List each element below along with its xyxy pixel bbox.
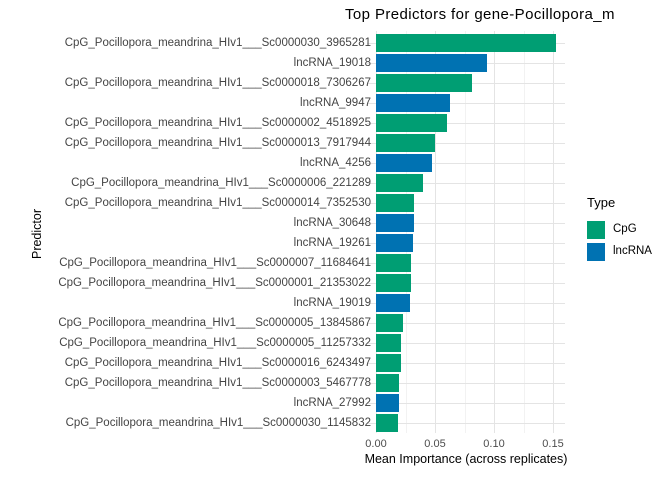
x-tick-label: 0.05 — [424, 438, 446, 450]
y-tick-label: CpG_Pocillopora_meandrina_HIv1___Sc00000… — [58, 277, 371, 290]
bar-lncRNA — [376, 294, 410, 313]
y-tick-label: lncRNA_19019 — [293, 297, 371, 310]
gridline-row — [367, 383, 565, 385]
gridline-row — [367, 423, 565, 425]
legend-title: Type — [587, 195, 616, 210]
x-tick-label: 0.15 — [542, 438, 564, 450]
legend-entry: lncRNA — [587, 242, 652, 264]
gridline-row — [367, 222, 565, 224]
gridline-row — [367, 403, 565, 405]
bar-CpG — [376, 254, 412, 273]
gridline-row — [367, 283, 565, 285]
gridline-row — [367, 363, 565, 365]
bar-lncRNA — [376, 53, 487, 72]
y-tick-label: lncRNA_19018 — [293, 56, 371, 69]
legend-entry: CpG — [587, 220, 637, 242]
legend-entry-label: lncRNA — [613, 244, 652, 257]
gridline-row — [367, 162, 565, 164]
gridline-row — [367, 263, 565, 265]
bar-CpG — [376, 354, 402, 373]
bar-lncRNA — [376, 213, 414, 232]
gridline-minor — [405, 31, 407, 433]
gridline-row — [367, 323, 565, 325]
gridline-row — [367, 102, 565, 104]
chart-title: Top Predictors for gene-Pocillopora_m — [345, 6, 615, 23]
gridline-row — [367, 243, 565, 244]
gridline-row — [367, 122, 565, 124]
bar-CpG — [376, 374, 400, 393]
bar-CpG — [376, 334, 402, 353]
gridline-minor — [523, 31, 525, 433]
y-tick-label: CpG_Pocillopora_meandrina_HIv1___Sc00000… — [71, 176, 371, 189]
gridline-major — [494, 31, 495, 433]
gridline-major — [553, 31, 554, 433]
y-tick-label: CpG_Pocillopora_meandrina_HIv1___Sc00000… — [64, 36, 371, 49]
bar-lncRNA — [376, 394, 399, 413]
bar-lncRNA — [376, 234, 413, 252]
y-tick-label: lncRNA_9947 — [300, 96, 371, 109]
gridline-major — [376, 31, 377, 433]
legend: Type CpG lncRNA — [587, 195, 652, 264]
legend-entries: CpG lncRNA — [587, 220, 652, 264]
y-tick-label: CpG_Pocillopora_meandrina_HIv1___Sc00000… — [65, 417, 371, 430]
x-tick-label: 0.10 — [483, 438, 505, 450]
gridline-row — [367, 303, 565, 305]
bar-CpG — [376, 73, 472, 92]
y-tick-label: CpG_Pocillopora_meandrina_HIv1___Sc00000… — [64, 136, 371, 149]
gridline-minor — [464, 31, 466, 433]
gridline-row — [367, 343, 565, 345]
y-tick-label: CpG_Pocillopora_meandrina_HIv1___Sc00000… — [64, 357, 371, 370]
y-tick-label: lncRNA_4256 — [300, 156, 371, 169]
bar-CpG — [376, 193, 414, 212]
bar-CpG — [376, 33, 556, 52]
y-tick-label: lncRNA_30648 — [293, 216, 371, 229]
bar-CpG — [376, 414, 398, 433]
bar-CpG — [376, 274, 411, 293]
y-tick-label: CpG_Pocillopora_meandrina_HIv1___Sc00000… — [64, 377, 371, 390]
y-tick-label: CpG_Pocillopora_meandrina_HIv1___Sc00000… — [59, 337, 371, 350]
y-tick-label: CpG_Pocillopora_meandrina_HIv1___Sc00000… — [64, 116, 371, 129]
legend-key-CpG — [587, 221, 605, 239]
plot-panel — [367, 31, 565, 433]
gridline-row — [367, 142, 565, 144]
y-tick-label: CpG_Pocillopora_meandrina_HIv1___Sc00000… — [64, 196, 371, 209]
gridline-major — [435, 31, 436, 433]
x-tick-label: 0.00 — [365, 438, 387, 450]
y-tick-label: CpG_Pocillopora_meandrina_HIv1___Sc00000… — [64, 76, 371, 89]
legend-key-lncRNA — [587, 242, 605, 261]
bar-lncRNA — [376, 153, 432, 172]
bar-CpG — [376, 314, 404, 333]
y-tick-label: lncRNA_27992 — [293, 397, 371, 410]
legend-entry-label: CpG — [613, 223, 637, 235]
y-tick-label: lncRNA_19261 — [293, 237, 371, 249]
bar-CpG — [376, 133, 435, 152]
bar-lncRNA — [376, 93, 451, 112]
gridline-row — [367, 182, 565, 184]
x-axis-title: Mean Importance (across replicates) — [364, 452, 568, 466]
y-tick-label: CpG_Pocillopora_meandrina_HIv1___Sc00000… — [58, 317, 371, 330]
y-axis-title: Predictor — [30, 208, 44, 260]
y-tick-label: CpG_Pocillopora_meandrina_HIv1___Sc00000… — [59, 257, 371, 270]
bar-CpG — [376, 113, 447, 132]
gridline-row — [367, 202, 565, 204]
bar-CpG — [376, 173, 423, 192]
